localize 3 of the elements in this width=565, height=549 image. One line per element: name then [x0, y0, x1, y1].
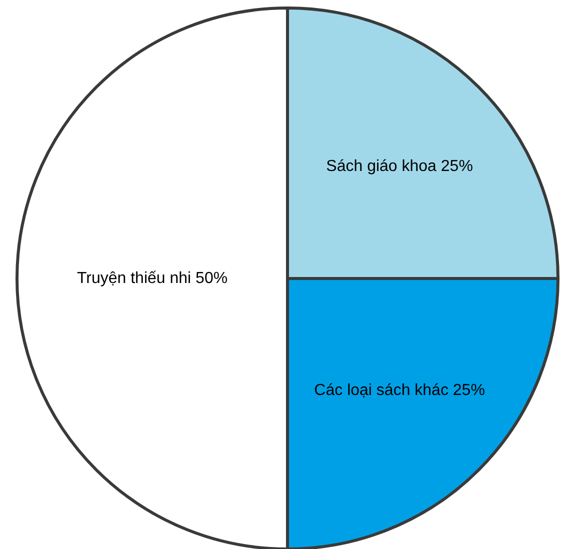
slice-label: Truyện thiếu nhi 50%	[76, 270, 228, 287]
slice-label: Các loại sách khác 25%	[314, 382, 485, 400]
slice-label: Sách giáo khoa 25%	[326, 158, 473, 175]
